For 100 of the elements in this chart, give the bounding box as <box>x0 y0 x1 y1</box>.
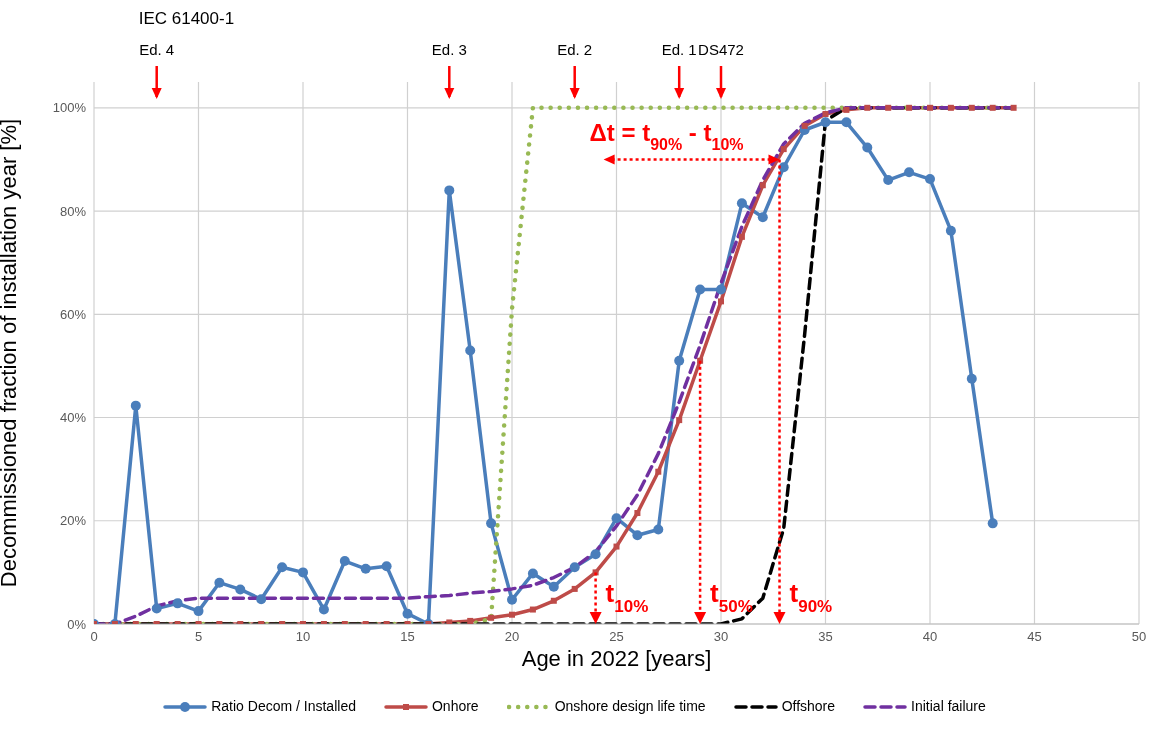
point <box>467 617 474 624</box>
point <box>632 530 643 541</box>
point <box>360 563 371 574</box>
legend-label: Onshore design life time <box>553 698 706 715</box>
point <box>509 611 515 618</box>
x-tick-label: 5 <box>194 629 203 645</box>
y-tick-label: 40% <box>59 410 87 426</box>
point <box>968 104 975 111</box>
point <box>298 567 308 578</box>
point <box>906 104 913 111</box>
point <box>527 568 538 579</box>
annotation: Ed. 3 <box>431 41 467 58</box>
annotation: Ed. 2 <box>557 41 593 58</box>
point <box>778 162 789 173</box>
x-tick-label: 35 <box>818 629 833 645</box>
point <box>655 468 662 475</box>
legend-label: Ratio Decom / Installed <box>210 698 356 715</box>
point <box>590 549 601 560</box>
x-tick-label: 10 <box>295 629 311 645</box>
point <box>843 106 850 113</box>
point <box>507 594 517 605</box>
point <box>966 373 977 384</box>
point <box>193 606 204 617</box>
point <box>318 604 329 615</box>
point <box>862 142 873 153</box>
legend-label: Onhore <box>430 698 479 715</box>
annotation: t$_{90%}$ <box>789 578 833 616</box>
point <box>801 122 808 129</box>
y-tick-label: 0% <box>67 616 87 632</box>
point <box>486 518 497 529</box>
point <box>987 518 998 529</box>
annotation: Ed. 1 <box>661 41 697 58</box>
y-tick-label: 100% <box>52 100 87 116</box>
point <box>1010 104 1017 111</box>
x-tick-label: 45 <box>1027 629 1042 645</box>
point <box>718 298 724 305</box>
point <box>130 400 141 411</box>
point <box>381 561 392 572</box>
point <box>488 614 495 621</box>
point <box>676 417 683 424</box>
point <box>695 284 706 295</box>
point <box>613 543 620 550</box>
legend-label: Initial failure <box>910 698 986 715</box>
x-axis-title: Age in 2022 [years] <box>521 645 712 671</box>
point <box>402 608 413 619</box>
x-tick-label: 30 <box>713 629 729 645</box>
point <box>780 146 787 153</box>
point <box>611 513 622 524</box>
text: IEC 61400-1 <box>138 9 235 28</box>
point <box>571 585 578 592</box>
point <box>820 117 831 128</box>
point <box>989 104 996 111</box>
point <box>738 233 745 240</box>
point <box>444 185 455 196</box>
x-tick-label: 15 <box>400 629 415 645</box>
x-tick-label: 25 <box>609 629 624 645</box>
point <box>925 174 935 185</box>
point <box>864 104 871 111</box>
y-tick-label: 60% <box>59 306 87 322</box>
point <box>529 606 536 613</box>
y-tick-label: 80% <box>59 203 87 219</box>
point <box>945 225 956 236</box>
point <box>736 198 747 209</box>
point <box>151 603 162 614</box>
annotation: DS472 <box>698 41 744 58</box>
x-tick-label: 0 <box>90 629 98 645</box>
legend-label: Offshore <box>780 698 836 715</box>
point <box>446 619 453 624</box>
point <box>172 598 183 609</box>
annotation: Δt = t$_{90%}$ - t$_{10%}$ <box>589 119 744 153</box>
annotation: t$_{50%}$ <box>710 578 753 616</box>
annotation: Ed. 4 <box>139 41 175 58</box>
point <box>904 167 915 178</box>
point <box>256 594 267 605</box>
point <box>716 284 726 295</box>
x-tick-label: 20 <box>504 629 520 645</box>
point <box>550 597 557 604</box>
point <box>214 577 225 588</box>
point <box>569 562 580 573</box>
point <box>947 104 954 111</box>
point <box>757 212 768 223</box>
point <box>883 175 894 186</box>
point <box>277 562 288 573</box>
point <box>653 524 664 535</box>
annotation: t$_{10%}$ <box>605 578 649 616</box>
point <box>759 182 766 189</box>
point <box>822 111 829 117</box>
point <box>927 104 933 111</box>
point <box>841 117 852 128</box>
point <box>339 556 350 567</box>
y-axis-title: Decommissioned fraction of installation year [%] <box>0 118 21 588</box>
point <box>235 584 246 595</box>
point <box>548 581 559 592</box>
point <box>465 345 476 356</box>
point <box>674 355 685 366</box>
x-tick-label: 40 <box>922 629 938 645</box>
point <box>885 104 892 111</box>
x-tick-label: 50 <box>1131 629 1147 645</box>
point <box>634 510 641 517</box>
y-tick-label: 20% <box>59 513 87 529</box>
